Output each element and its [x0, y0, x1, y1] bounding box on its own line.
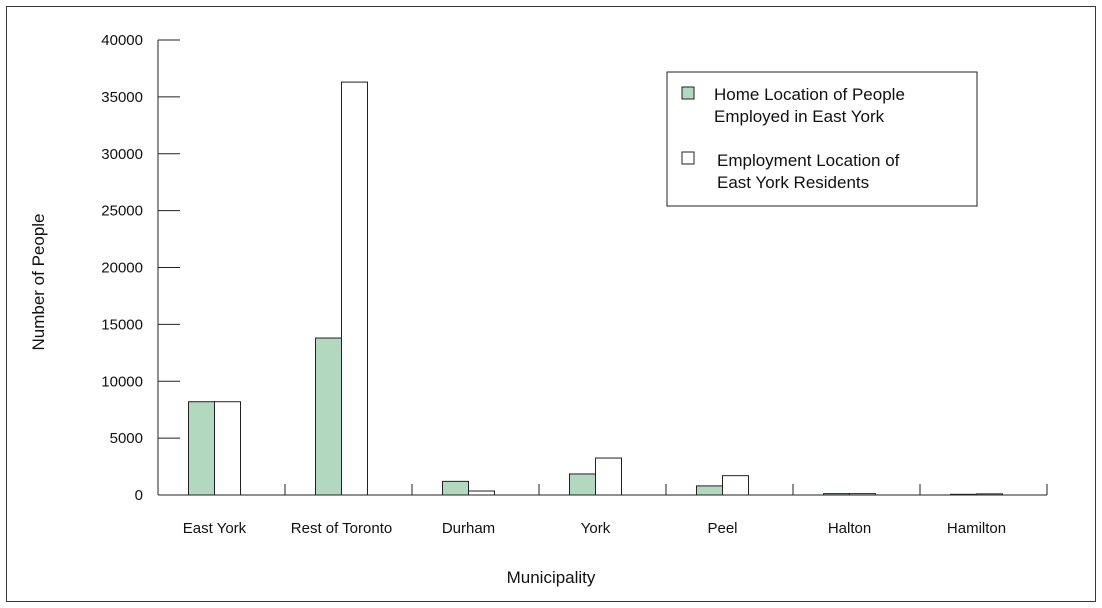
- x-tick-label: East York: [183, 520, 247, 537]
- bar-employment: [468, 490, 495, 496]
- y-tick-label: 25000: [101, 203, 143, 220]
- bar-employment: [849, 493, 876, 496]
- legend-swatch-employment: [681, 151, 695, 165]
- bar-employment: [976, 493, 1003, 496]
- x-tick-label: Halton: [828, 520, 871, 537]
- legend-label-home-line2: Employed in East York: [714, 107, 885, 126]
- y-tick-label: 10000: [101, 373, 143, 390]
- y-tick-label: 20000: [101, 260, 143, 277]
- bar-home: [188, 401, 215, 496]
- y-axis: 0 5000 10000 15000 20000 25000 30000 35000 40000: [101, 32, 180, 504]
- y-tick-label: 40000: [101, 32, 143, 49]
- legend-label-home-line1: Home Location of People: [714, 85, 905, 104]
- bar-home: [823, 493, 850, 496]
- x-tick-label: York: [581, 520, 611, 537]
- legend-swatch-home: [681, 86, 695, 100]
- x-tick-label: Durham: [442, 520, 495, 537]
- y-tick-label: 35000: [101, 89, 143, 106]
- x-axis: East York Rest of Toronto Durham York Peel Ha…: [158, 484, 1048, 537]
- x-tick-label: Peel: [707, 520, 737, 537]
- legend-label-employment-line1: Employment Location of: [717, 151, 900, 170]
- bar-home: [569, 473, 596, 496]
- x-tick-label: Hamilton: [947, 520, 1006, 537]
- y-tick-label: 15000: [101, 316, 143, 333]
- bar-home: [950, 493, 977, 496]
- bars: [188, 81, 1003, 496]
- y-tick-label: 5000: [110, 430, 143, 447]
- y-tick-label: 30000: [101, 146, 143, 163]
- bar-home: [315, 337, 342, 496]
- x-axis-title: Municipality: [507, 568, 596, 587]
- y-tick-label: 0: [135, 487, 143, 504]
- bar-employment: [341, 81, 368, 496]
- x-tick-label: Rest of Toronto: [291, 520, 392, 537]
- y-axis-title: Number of People: [29, 213, 48, 350]
- bar-employment: [214, 401, 241, 496]
- bar-home: [696, 485, 723, 496]
- legend: Home Location of People Employed in East…: [666, 71, 978, 207]
- legend-label-employment-line2: East York Residents: [717, 173, 869, 192]
- bar-employment: [595, 457, 622, 496]
- bar-employment: [722, 475, 749, 496]
- legend-box: [666, 71, 978, 207]
- bar-home: [442, 480, 469, 496]
